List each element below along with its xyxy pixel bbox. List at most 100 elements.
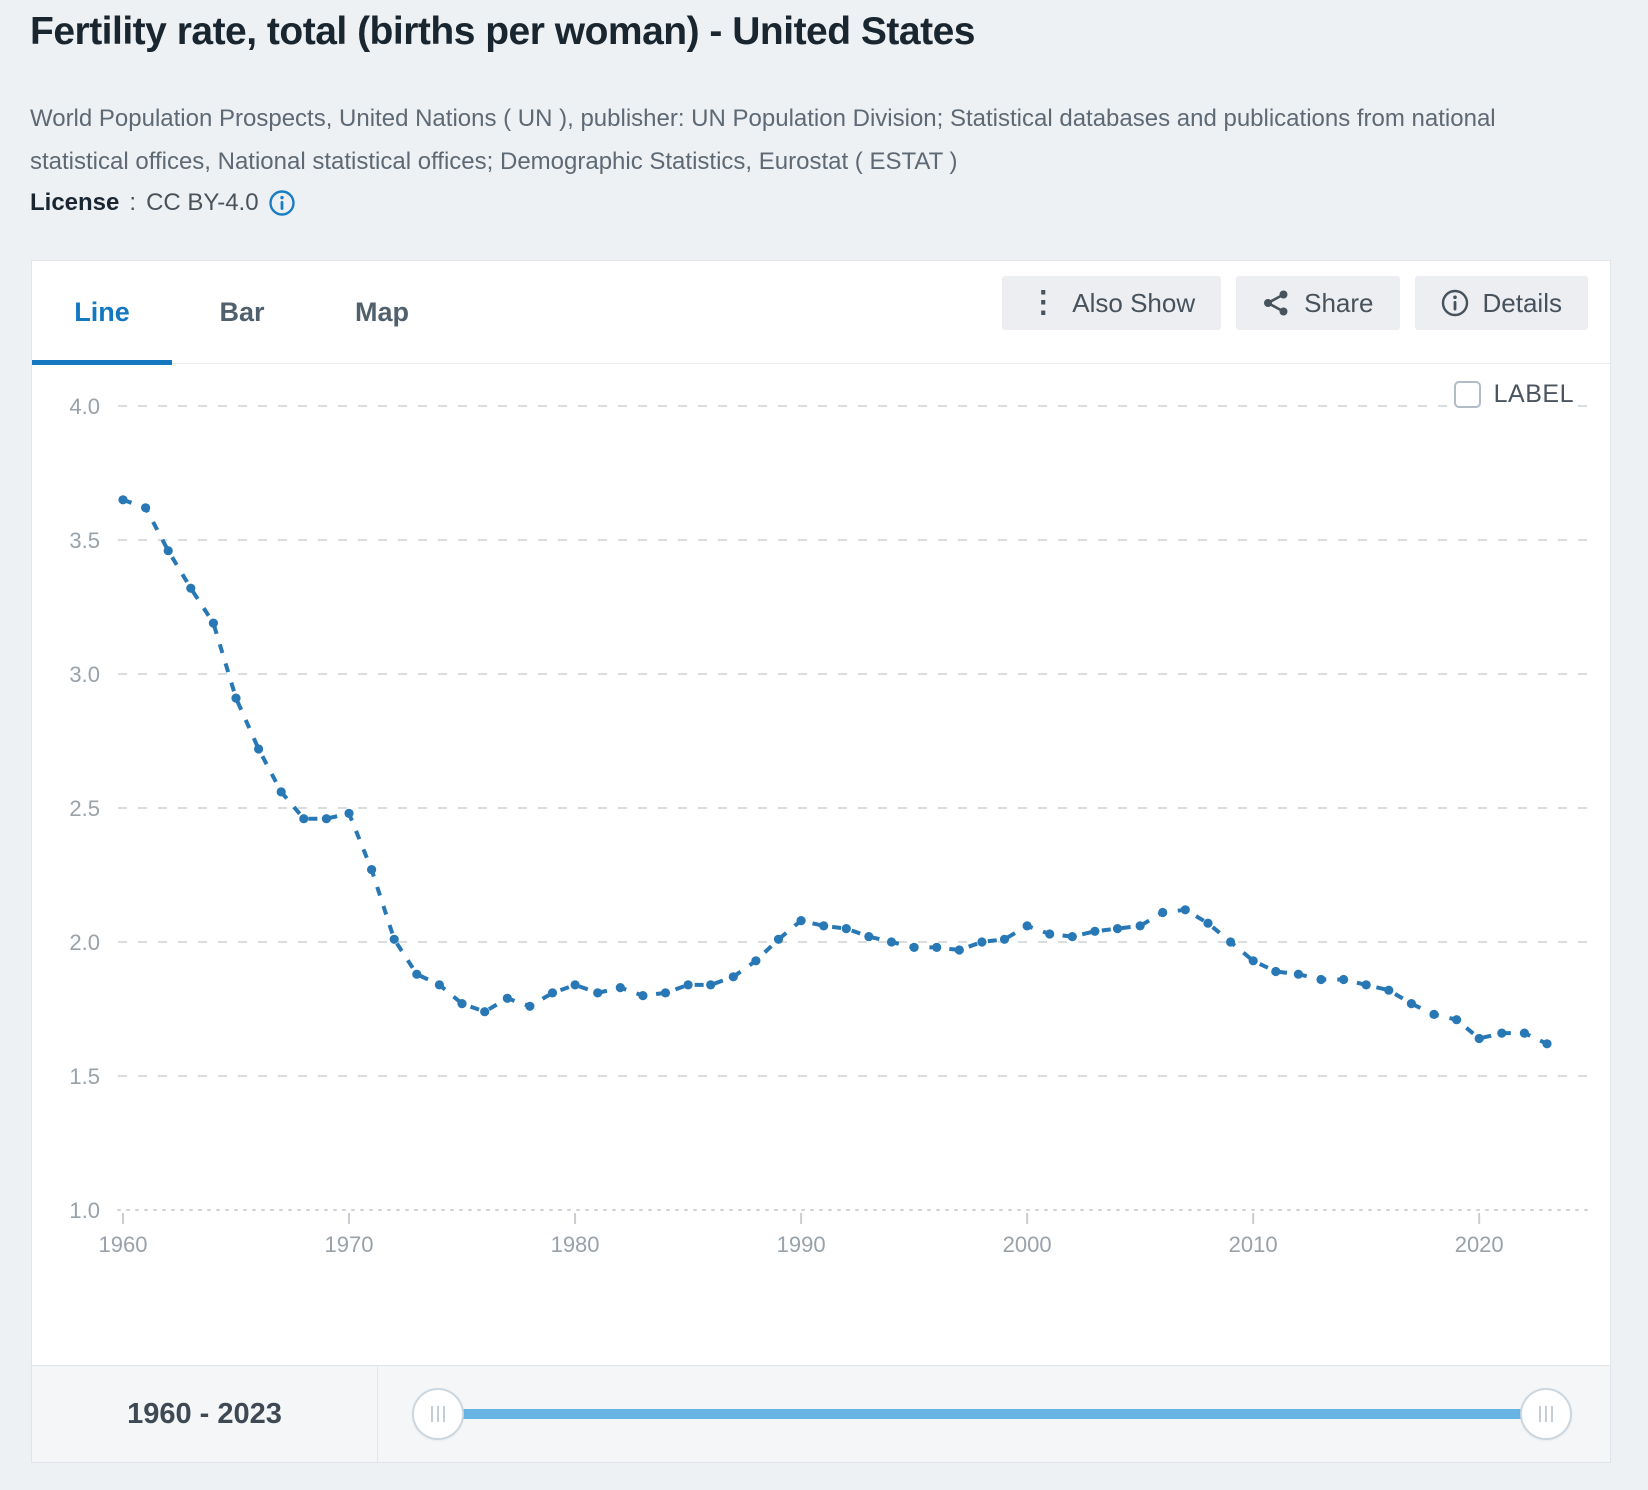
tab-line[interactable]: Line [32,261,172,365]
data-point [932,942,942,953]
data-point [660,988,671,998]
tab-map[interactable]: Map [312,261,452,364]
range-panel: 1960 - 2023 [31,1365,1611,1463]
data-point [1180,905,1190,915]
tab-map-label: Map [355,297,409,327]
data-point [615,983,625,993]
share-label: Share [1304,287,1374,318]
license-info-icon[interactable] [268,190,295,216]
x-tick-label: 1970 [325,1232,374,1257]
data-point [683,980,693,990]
data-point [751,956,761,966]
data-point [502,993,512,1003]
y-tick-label: 3.0 [69,662,100,687]
data-point [457,999,467,1009]
data-point [706,980,716,990]
data-point [321,814,331,824]
data-point [1226,937,1236,947]
tab-bar[interactable]: Bar [172,261,312,364]
license-label: License [30,189,120,216]
data-point [434,980,444,990]
data-point [796,916,806,926]
share-icon [1264,290,1288,316]
toolbar: ⋮ Also Show Share Detail [1002,276,1588,330]
range-label: 1960 - 2023 [127,1397,282,1430]
data-point [163,546,173,556]
license-row: License : CC BY-4.0 [30,188,295,218]
x-tick-label: 1990 [777,1232,826,1257]
line-chart: 4.0 3.5 3.0 2.5 2.0 1.5 1.0 1960 1970 1980 1990 200… [69,394,1595,1257]
fertility-line [122,497,1548,1046]
data-point [367,865,377,875]
data-point [1271,966,1281,977]
data-point [276,787,286,797]
y-tick-label: 4.0 [69,394,100,419]
data-point [299,814,309,824]
data-point [977,937,987,947]
label-checkbox-text: LABEL [1493,379,1574,408]
slider-handle-start[interactable] [412,1388,464,1440]
data-point [570,980,580,990]
x-tick-label: 1980 [551,1232,600,1257]
data-point [1135,921,1145,931]
source-attribution: World Population Prospects, United Natio… [30,105,1496,175]
data-point [1112,924,1123,934]
data-point [1474,1033,1484,1044]
y-tick-label: 1.0 [69,1198,100,1223]
data-point [1158,907,1168,918]
data-point [1045,929,1055,939]
data-point [1361,980,1371,990]
data-point [1497,1028,1507,1038]
data-point [1542,1039,1552,1049]
details-button[interactable]: Details [1414,276,1588,330]
data-point [525,1001,535,1011]
data-point [1384,985,1394,995]
data-point [819,921,829,931]
data-point [1519,1028,1529,1038]
data-point [886,937,897,947]
license-separator: : [129,189,137,216]
y-tick-label: 1.5 [69,1064,100,1089]
data-point [1452,1015,1462,1025]
license-value: CC BY-4.0 [146,189,259,216]
data-point [231,693,241,703]
also-show-label: Also Show [1072,287,1196,318]
chart-type-tabs: Line Bar Map ⋮ Also Show Share [32,261,1610,365]
data-point [954,945,964,955]
range-label-cell: 1960 - 2023 [32,1366,378,1462]
x-tick-label: 2010 [1229,1232,1278,1257]
data-point [344,808,354,818]
x-tick-label: 2020 [1455,1232,1504,1257]
data-point [1067,932,1077,942]
data-point [412,969,422,979]
also-show-button[interactable]: ⋮ Also Show [1002,276,1222,330]
y-tick-label: 2.0 [69,930,100,955]
tab-line-label: Line [74,297,130,327]
data-point [1203,918,1213,928]
slider-track[interactable] [438,1409,1546,1419]
x-tick-label: 2000 [1003,1232,1052,1257]
label-toggle: LABEL [1447,379,1574,409]
share-button[interactable]: Share [1236,276,1400,330]
data-point [254,744,264,754]
data-point [1339,974,1349,985]
slider-handle-end[interactable] [1520,1388,1572,1440]
label-checkbox[interactable] [1453,380,1481,408]
data-point [480,1007,490,1017]
y-tick-label: 2.5 [69,796,100,821]
data-point [1248,956,1258,966]
year-range-slider [378,1366,1610,1462]
data-point [841,924,851,934]
data-point [1090,926,1100,936]
tab-bar-label: Bar [219,297,265,327]
data-point [547,988,558,998]
data-point [728,972,738,982]
x-tick-label: 1960 [99,1232,148,1257]
data-point [141,503,151,513]
y-tick-label: 3.5 [69,528,100,553]
page-title: Fertility rate, total (births per woman)… [30,10,975,53]
data-point [208,618,218,628]
data-point [638,991,648,1001]
kebab-icon: ⋮ [1028,286,1059,319]
